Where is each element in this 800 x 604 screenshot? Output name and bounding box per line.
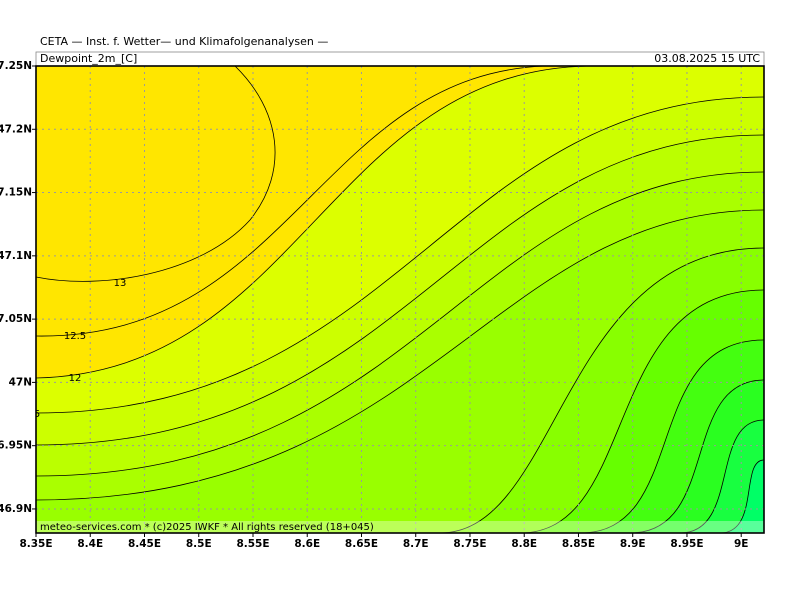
y-tick-label: 47N: [9, 376, 32, 388]
header-title: CETA — Inst. f. Wetter— und Klimafolgena…: [40, 35, 328, 48]
valid-date: 03.08.2025 15 UTC: [654, 52, 760, 65]
plot-frame: [35, 65, 765, 534]
x-tick-label: 8.4E: [77, 538, 103, 550]
footer-strip: [36, 521, 764, 533]
x-tick-label: 8.75E: [453, 538, 486, 550]
y-tick-label: 47.2N: [0, 123, 32, 135]
y-tick-label: 47.25N: [0, 60, 32, 72]
contour-line: [439, 247, 764, 533]
x-tick-label: 9E: [734, 538, 748, 550]
x-tick-label: 8.55E: [236, 538, 269, 550]
x-tick-label: 8.7E: [403, 538, 429, 550]
x-tick-label: 8.8E: [511, 538, 537, 550]
contour-label: 5: [34, 409, 40, 420]
x-tick-label: 8.35E: [19, 538, 52, 550]
variable-name: Dewpoint_2m_[C]: [40, 52, 137, 65]
band: [680, 420, 764, 533]
contour-line: [36, 171, 764, 477]
contour-line: [36, 96, 764, 414]
axes: 8.35E 8.4E 8.45E 8.5E 8.55E 8.6E 8.65E 8.7E 8.75…: [0, 60, 748, 550]
y-tick-label: 47.05N: [0, 313, 32, 325]
x-tick-label: 8.6E: [294, 538, 320, 550]
contour-line: [36, 66, 591, 379]
contour-line: [36, 134, 764, 446]
contour-labels: 13 12.5 12 5: [34, 278, 127, 420]
y-tick-label: 46.95N: [0, 440, 32, 452]
footer-credit: meteo-services.com * (c)2025 IWKF * All …: [40, 522, 374, 533]
x-tick-label: 8.95E: [670, 538, 703, 550]
band: [720, 460, 764, 533]
x-tick-label: 8.5E: [186, 538, 212, 550]
contour-line: [719, 459, 764, 533]
contour-line: [36, 66, 276, 282]
contour-lines: [36, 66, 764, 533]
x-tick-label: 8.45E: [128, 538, 161, 550]
contour-line: [679, 419, 764, 533]
contour-line: [36, 209, 764, 501]
y-tick-label: 46.9N: [0, 503, 32, 515]
contour-line: [579, 339, 764, 533]
contour-line: [36, 66, 546, 337]
grid: [36, 66, 764, 533]
x-tick-label: 8.85E: [562, 538, 595, 550]
contour-line: [519, 289, 764, 533]
y-tick-label: 47.15N: [0, 187, 32, 199]
contour-label: 12: [69, 373, 82, 384]
x-tick-label: 8.65E: [345, 538, 378, 550]
contour-label: 12.5: [64, 331, 86, 342]
contour-field: 13 12.5 12 5 meteo-services.com * (c)2025 I…: [34, 66, 764, 533]
contour-label: 13: [114, 278, 127, 289]
x-tick-label: 8.9E: [620, 538, 646, 550]
contour-line: [629, 379, 764, 533]
y-tick-label: 47.1N: [0, 250, 32, 262]
